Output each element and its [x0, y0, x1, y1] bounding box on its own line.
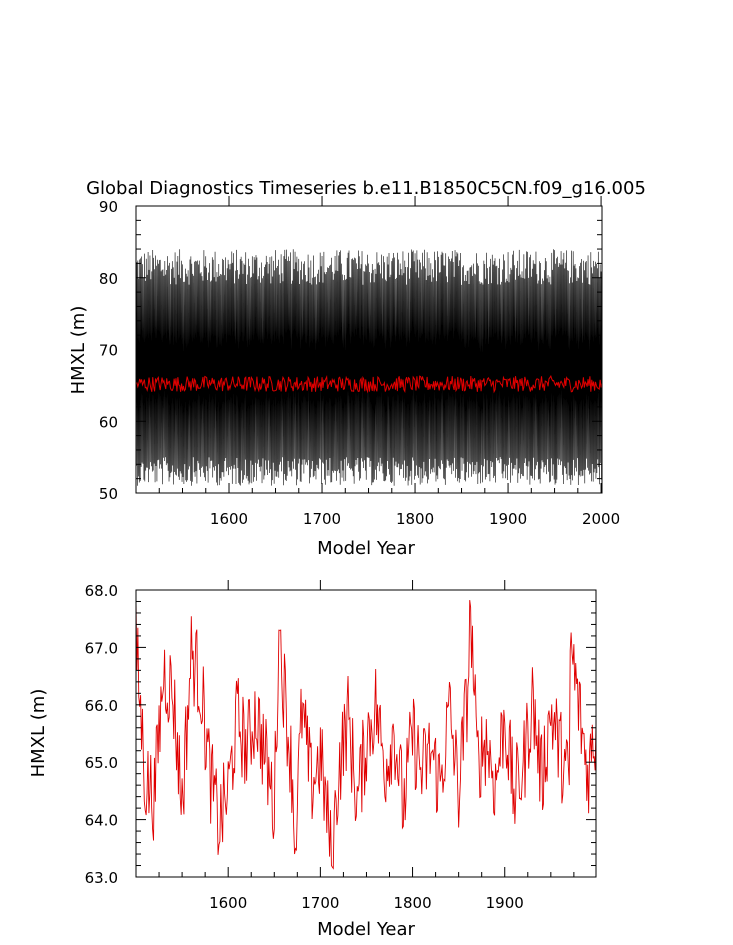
bottom-x-tick-label: 1800	[393, 894, 431, 912]
bottom-y-tick-label: 67.0	[85, 639, 118, 657]
bottom-annual-series-line	[135, 599, 597, 870]
top-x-tick-label: 1700	[303, 510, 341, 528]
top-y-tick-label: 60	[99, 413, 118, 431]
top-y-tick-label: 80	[99, 270, 118, 288]
bottom-y-tick-label: 66.0	[85, 697, 118, 715]
top-y-tick-label: 70	[99, 342, 118, 360]
top-plot-area	[135, 249, 603, 486]
top-monthly-series-line	[135, 249, 602, 486]
bottom-panel: 1600 1700 1800 1900 63.0 64.0 65.0 66.0 67.0 68.0…	[28, 580, 597, 940]
bottom-y-tick-label: 65.0	[85, 754, 118, 772]
top-x-tick-label: 1800	[396, 510, 434, 528]
top-panel: Global Diagnostics Timeseries b.e11.B185…	[68, 178, 646, 559]
top-x-tick-label: 2000	[582, 510, 620, 528]
bottom-x-tick-label: 1600	[209, 894, 247, 912]
bottom-y-axis-label: HMXL (m)	[28, 689, 49, 778]
top-x-axis-label: Model Year	[317, 538, 415, 559]
bottom-y-tick-label: 63.0	[85, 869, 118, 887]
bottom-x-tick-label: 1900	[486, 894, 524, 912]
top-y-tick-label: 90	[99, 198, 118, 216]
top-x-tick-label: 1600	[210, 510, 248, 528]
top-x-tick-label: 1900	[489, 510, 527, 528]
bottom-y-tick-label: 68.0	[85, 582, 118, 600]
top-axes: 1600 1700 1800 1900 2000 50 60 70 80 90	[99, 196, 620, 528]
bottom-x-axis-label: Model Year	[317, 919, 415, 940]
top-chart-title: Global Diagnostics Timeseries b.e11.B185…	[86, 178, 646, 199]
top-y-tick-label: 50	[99, 485, 118, 503]
bottom-axes: 1600 1700 1800 1900 63.0 64.0 65.0 66.0 67.0 68.0	[85, 580, 596, 912]
top-annual-series-line	[135, 374, 603, 394]
bottom-x-tick-label: 1700	[301, 894, 339, 912]
bottom-y-tick-label: 64.0	[85, 812, 118, 830]
bottom-plot-area	[135, 599, 597, 870]
top-y-axis-label: HMXL (m)	[68, 306, 89, 395]
